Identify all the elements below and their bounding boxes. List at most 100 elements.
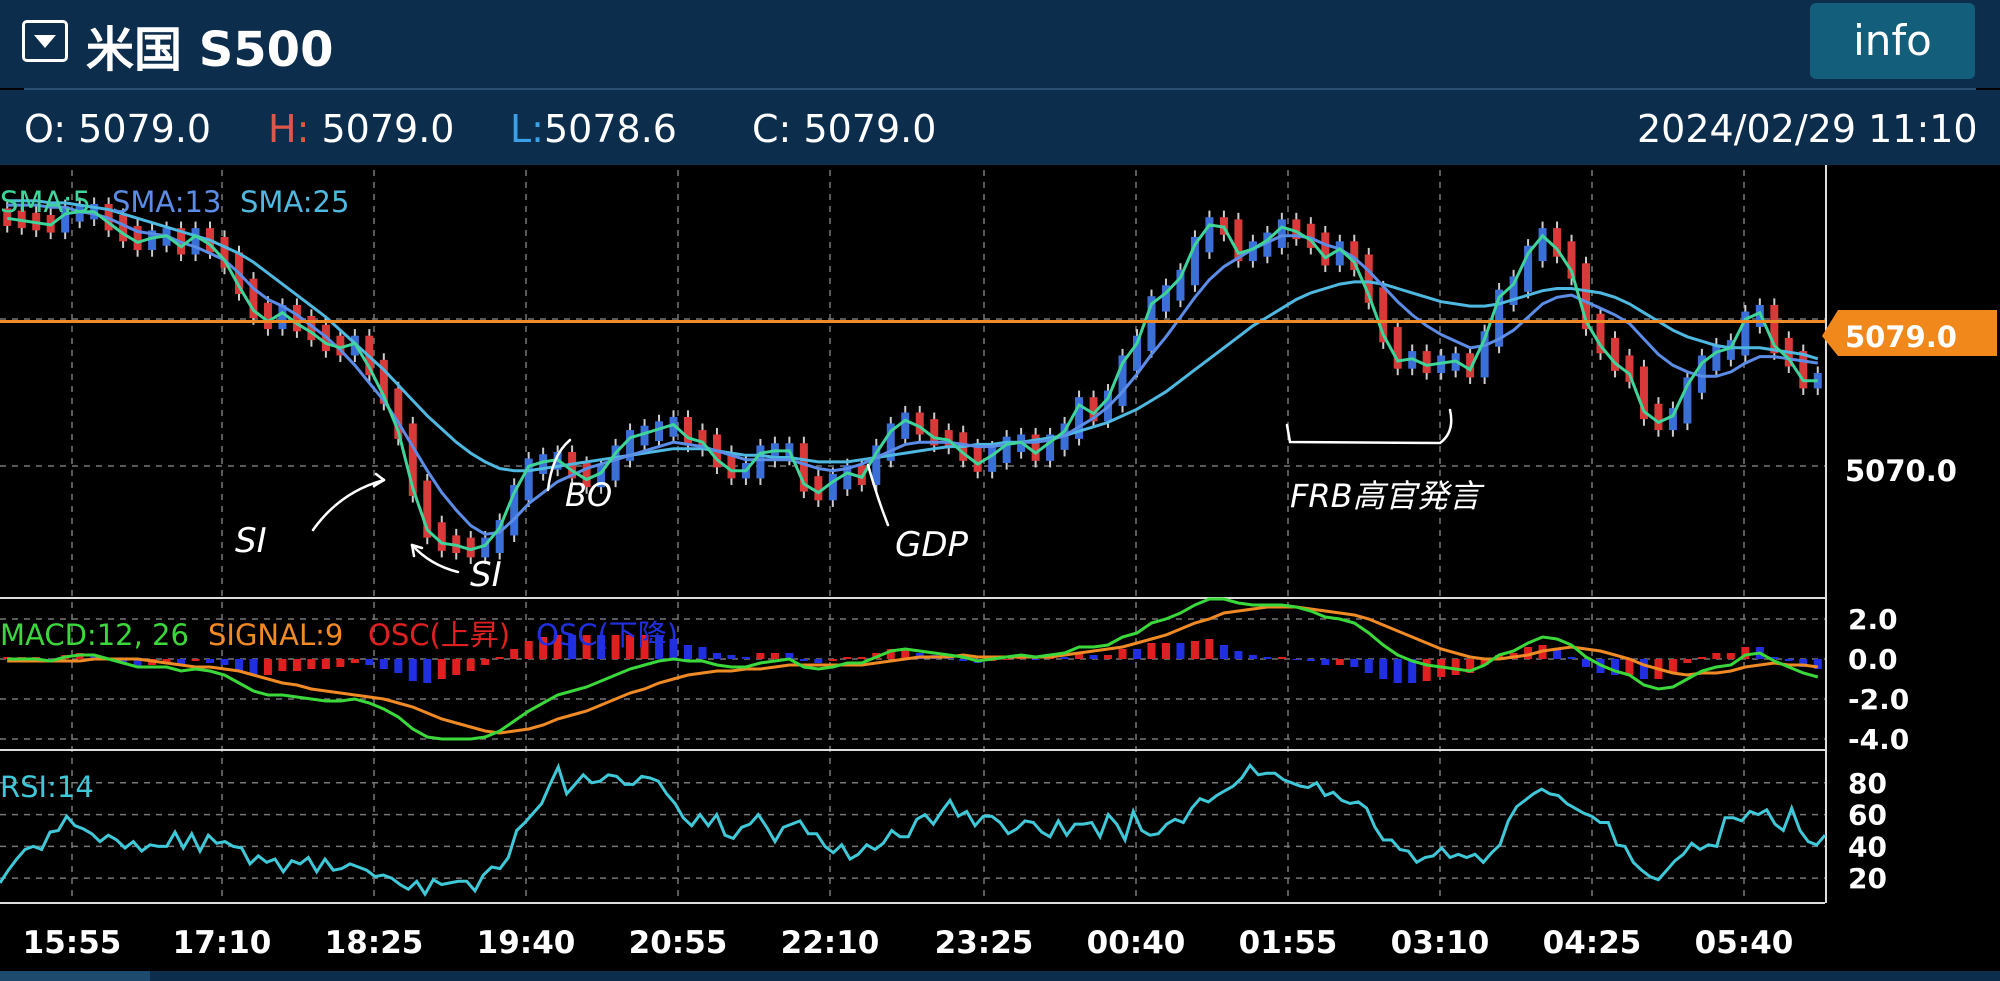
rsi-line (0, 762, 1827, 897)
legend-rsi: RSI:14 (0, 770, 94, 804)
candle-body (495, 520, 504, 554)
time-tick: 19:40 (477, 925, 576, 961)
macd-tick: 2.0 (1848, 603, 1898, 636)
time-axis-ticks: 15:55 17:10 18:25 19:40 20:55 22:10 23:25 00:40… (23, 925, 1794, 961)
osc-bar (1190, 641, 1199, 659)
osc-bar (582, 635, 591, 659)
candle-body (597, 465, 606, 488)
osc-bar (1133, 649, 1142, 659)
si-arrowhead-2 (410, 543, 424, 558)
price-tick-5070: 5070.0 (1845, 454, 1957, 488)
candle-body (437, 522, 446, 551)
candle-body (1046, 434, 1055, 461)
osc-bar (1306, 659, 1315, 661)
osc-bar (133, 659, 142, 667)
chart-canvas[interactable]: SMA:5 SMA:13 SMA:25 5079.0 5070.0 SI SI … (0, 165, 2000, 971)
candle-body (1610, 337, 1619, 371)
candle-body (1770, 304, 1779, 354)
osc-bar (177, 659, 186, 665)
osc-bar (828, 659, 837, 661)
macd-tick: 0.0 (1848, 643, 1898, 676)
si-arrow-1 (311, 478, 386, 532)
osc-bar (1002, 659, 1011, 660)
candle-body (481, 537, 490, 558)
symbol-title: 米国 S500 (86, 22, 334, 78)
symbol-dropdown-button[interactable] (22, 20, 68, 62)
osc-bar (756, 653, 765, 659)
candle-body (510, 484, 519, 536)
osc-bar (452, 659, 461, 675)
bottom-bar (0, 971, 2000, 981)
time-tick: 03:10 (1391, 925, 1490, 961)
osc-bar (191, 659, 200, 661)
candle-body (191, 228, 200, 255)
osc-bar (1610, 659, 1619, 675)
candle-body (683, 416, 692, 446)
osc-bar (1176, 643, 1185, 659)
legend-osc-up: OSC(上昇) (368, 618, 510, 652)
candle-body (1509, 276, 1518, 305)
candle-body (669, 416, 678, 437)
candle-body (1697, 355, 1706, 393)
ohlc-bar: O: 5079.0 H: 5079.0 L:5078.6 C: 5079.0 2… (0, 90, 2000, 165)
osc-bar (1770, 657, 1779, 659)
info-button[interactable]: info (1810, 3, 1975, 79)
osc-bar (1292, 659, 1301, 660)
annotation-si-2: SI (470, 555, 502, 595)
time-tick: 17:10 (173, 925, 272, 961)
rsi-tick: 80 (1848, 767, 1887, 800)
osc-bar (1364, 659, 1373, 673)
osc-bar (495, 657, 504, 659)
osc-bar (1234, 651, 1243, 659)
candle-body (1422, 351, 1431, 374)
osc-bar (886, 649, 895, 659)
candle-body (466, 537, 475, 558)
candle-body (1639, 366, 1648, 420)
sma13-line (7, 203, 1819, 536)
osc-bar (263, 659, 272, 675)
osc-bar (162, 659, 171, 663)
macd-tick: -2.0 (1848, 683, 1909, 716)
osc-bar (1031, 659, 1040, 660)
osc-bar (611, 635, 620, 659)
osc-bar (321, 659, 330, 669)
bo-arrow (546, 438, 572, 492)
header: 米国 S500 info (0, 0, 2000, 88)
candle-body (1393, 326, 1402, 369)
osc-bar (90, 655, 99, 659)
header-divider (24, 88, 1976, 90)
osc-bar (1495, 655, 1504, 659)
candle-body (394, 388, 403, 439)
candle-body (1379, 287, 1388, 343)
candle-body (1741, 311, 1750, 356)
osc-bar (959, 659, 968, 661)
time-tick: 20:55 (629, 925, 728, 961)
candle-body (1582, 263, 1591, 330)
osc-bar (799, 659, 808, 661)
high-label: H: (268, 107, 310, 151)
candle-body (1524, 245, 1533, 292)
candle-body (1480, 331, 1489, 378)
candle-body (1075, 397, 1084, 439)
osc-bar (770, 653, 779, 659)
osc-bar (669, 639, 678, 659)
time-tick: 18:25 (325, 925, 424, 961)
osc-bar (1712, 653, 1721, 659)
osc-bar (1408, 659, 1417, 683)
high-value: 5079.0 (321, 107, 455, 151)
osc-bar (220, 659, 229, 665)
osc-bar (568, 635, 577, 659)
rsi-tick: 60 (1848, 799, 1887, 832)
osc-bar (1466, 659, 1475, 673)
osc-bar (1668, 659, 1677, 673)
macd-tick: -4.0 (1848, 723, 1909, 756)
candle-body (1205, 217, 1214, 253)
candle-body (1668, 408, 1677, 431)
osc-bar (437, 659, 446, 679)
legend-sma13: SMA:13 (112, 185, 221, 219)
candle-body (539, 454, 548, 474)
candle-body (220, 236, 229, 268)
si-arrowhead-1 (372, 472, 386, 488)
